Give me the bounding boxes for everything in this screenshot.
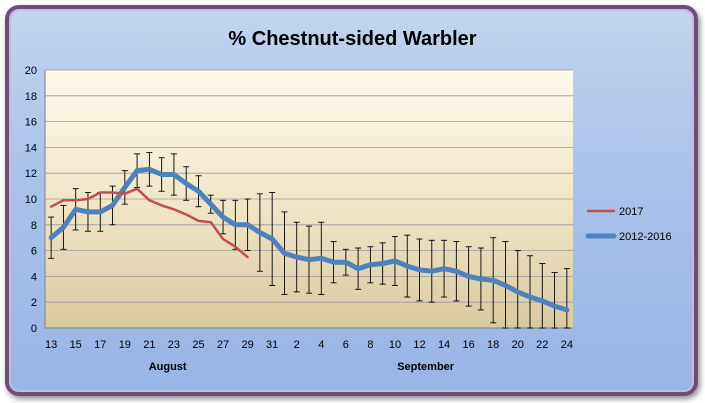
series-lines [48, 166, 570, 313]
y-tick-label: 10 [25, 194, 37, 206]
x-tick-label: 29 [241, 339, 253, 351]
legend: 2017 2012-2016 [585, 206, 672, 243]
series-line-0 [49, 187, 249, 259]
y-tick-label: 20 [25, 65, 37, 77]
y-tick-label: 0 [31, 323, 37, 335]
x-tick-label: 31 [266, 339, 278, 351]
x-tick-label: 12 [413, 339, 425, 351]
chart-title: % Chestnut-sided Warbler [228, 28, 477, 50]
month-labels: August September [149, 361, 455, 373]
x-tick-label: 25 [192, 339, 204, 351]
y-tick-label: 14 [25, 142, 37, 154]
x-tick-label: 19 [119, 339, 131, 351]
y-tick-label: 18 [25, 91, 37, 103]
x-tick-label: 10 [389, 339, 401, 351]
y-tick-label: 2 [31, 297, 37, 309]
series-line-1 [48, 166, 570, 313]
x-tick-label: 23 [168, 339, 180, 351]
x-tick-label: 4 [318, 339, 324, 351]
x-axis-ticks: 13 15 17 19 21 23 25 27 29 31 2 4 6 8 10 12 14 16 18 20 22 24 [45, 339, 573, 351]
x-tick-label: 18 [487, 339, 499, 351]
x-tick-label: 16 [463, 339, 475, 351]
x-tick-label: 21 [143, 339, 155, 351]
y-tick-label: 16 [25, 117, 37, 129]
x-tick-label: 15 [70, 339, 82, 351]
x-tick-label: 13 [45, 339, 57, 351]
y-axis-ticks: 0 2 4 6 8 10 12 14 16 18 20 [25, 65, 37, 335]
month-label: August [149, 361, 187, 373]
x-tick-label: 20 [512, 339, 524, 351]
month-label: September [397, 361, 455, 373]
x-tick-label: 17 [94, 339, 106, 351]
y-tick-label: 12 [25, 168, 37, 180]
x-tick-label: 27 [217, 339, 229, 351]
x-tick-label: 24 [561, 339, 573, 351]
x-tick-label: 2 [294, 339, 300, 351]
x-tick-label: 8 [367, 339, 373, 351]
y-tick-label: 6 [31, 246, 37, 258]
y-tick-label: 8 [31, 220, 37, 232]
gridlines [44, 69, 573, 329]
legend-label: 2012-2016 [619, 231, 672, 243]
y-tick-label: 4 [31, 271, 37, 283]
x-tick-label: 6 [343, 339, 349, 351]
x-tick-label: 14 [438, 339, 450, 351]
legend-label: 2017 [619, 206, 643, 218]
x-tick-label: 22 [536, 339, 548, 351]
